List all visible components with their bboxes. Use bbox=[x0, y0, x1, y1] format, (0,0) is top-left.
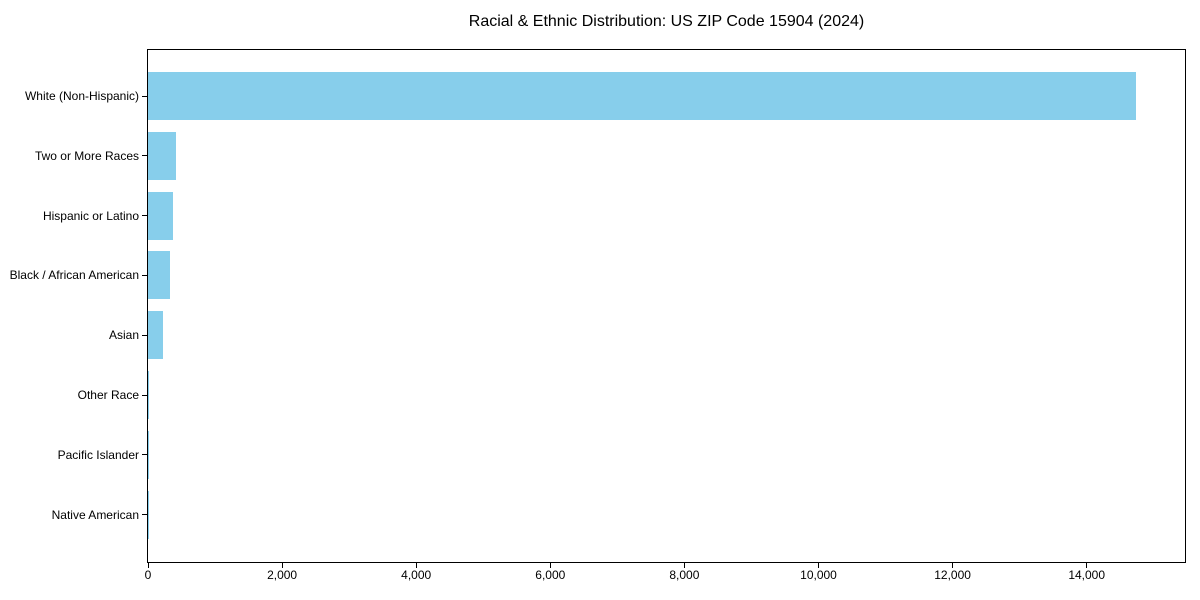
x-tick-mark bbox=[683, 563, 685, 568]
y-tick-mark bbox=[142, 514, 147, 516]
y-tick-label-white-non-hispanic: White (Non-Hispanic) bbox=[24, 89, 139, 103]
x-tick-mark bbox=[281, 563, 283, 568]
bar-white-non-hispanic bbox=[148, 72, 1136, 120]
x-tick-mark bbox=[549, 563, 551, 568]
y-tick-mark bbox=[142, 155, 147, 157]
x-tick-label-12-000: 12,000 bbox=[934, 568, 971, 582]
x-tick-label-6-000: 6,000 bbox=[535, 568, 566, 582]
y-tick-label-other-race: Other Race bbox=[77, 388, 139, 402]
bar-asian bbox=[148, 311, 164, 360]
bar-hispanic-or-latino bbox=[148, 191, 173, 240]
plot-area bbox=[147, 49, 1186, 563]
y-tick-label-hispanic-or-latino: Hispanic or Latino bbox=[42, 208, 139, 223]
y-tick-label-native-american: Native American bbox=[51, 507, 139, 522]
y-tick-mark bbox=[142, 334, 147, 336]
y-tick-mark bbox=[142, 215, 147, 217]
y-tick-mark bbox=[142, 95, 147, 97]
y-tick-mark bbox=[142, 274, 147, 276]
y-tick-mark bbox=[142, 454, 147, 456]
y-tick-mark bbox=[142, 394, 147, 396]
x-tick-label-10-000: 10,000 bbox=[800, 568, 837, 582]
x-tick-mark bbox=[1086, 563, 1088, 568]
y-tick-label-asian: Asian bbox=[108, 328, 139, 343]
x-tick-label-2-000: 2,000 bbox=[267, 568, 298, 582]
bar-two-or-more-races bbox=[148, 131, 176, 180]
x-tick-mark bbox=[952, 563, 954, 568]
x-tick-label-14-000: 14,000 bbox=[1068, 568, 1106, 582]
bar-black-african-american bbox=[148, 251, 171, 300]
chart-title: Racial & Ethnic Distribution: US ZIP Cod… bbox=[468, 13, 865, 30]
x-tick-mark bbox=[818, 563, 819, 568]
y-tick-label-black-african-american: Black / African American bbox=[9, 268, 139, 283]
x-tick-label-0: 0 bbox=[144, 568, 152, 582]
y-tick-label-two-or-more-races: Two or More Races bbox=[34, 148, 139, 163]
x-tick-mark bbox=[147, 563, 149, 568]
bar-other-race bbox=[148, 371, 150, 419]
x-tick-label-4-000: 4,000 bbox=[401, 568, 432, 582]
x-tick-mark bbox=[415, 563, 417, 568]
y-tick-label-pacific-islander: Pacific Islander bbox=[57, 447, 139, 462]
x-tick-label-8-000: 8,000 bbox=[669, 568, 700, 582]
